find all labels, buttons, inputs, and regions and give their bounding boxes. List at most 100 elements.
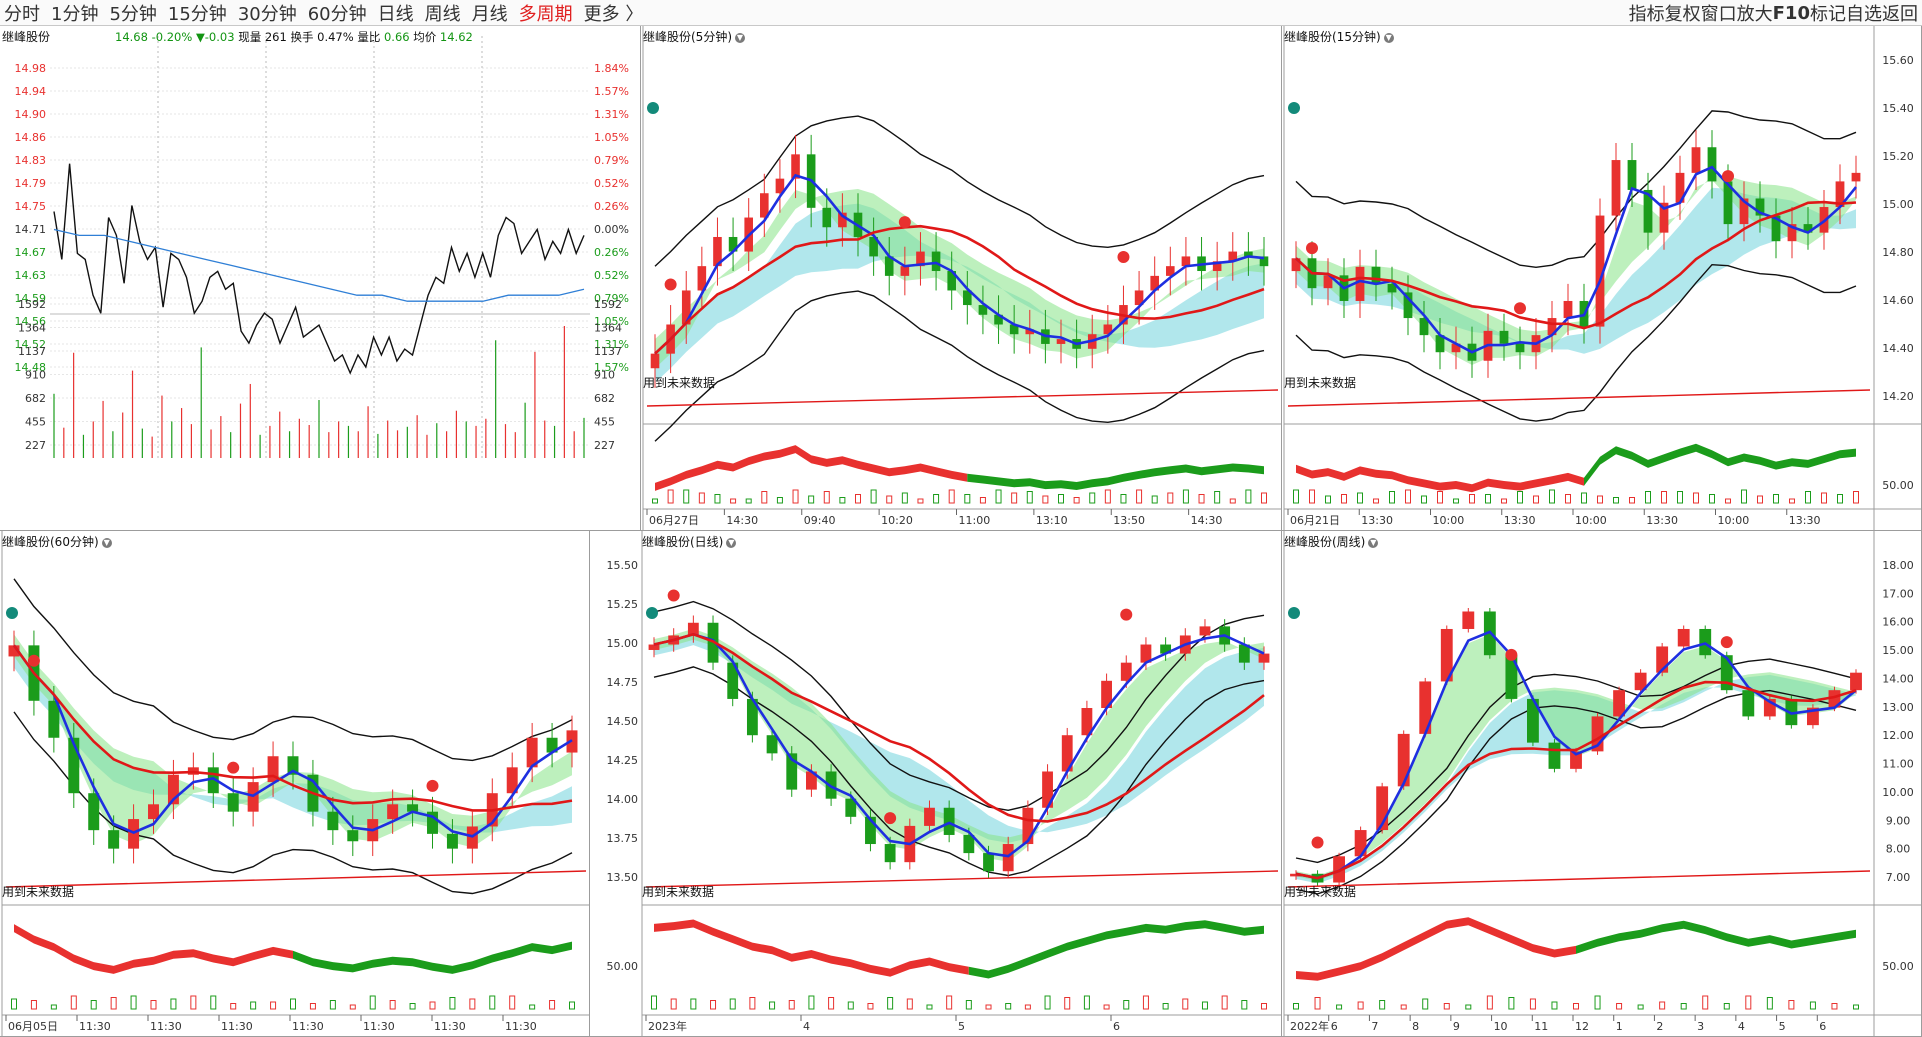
candle-body [687,622,699,636]
tab-daily[interactable]: 日线 [377,4,414,25]
tab-monthly[interactable]: 月线 [471,4,508,25]
candle-body [1763,698,1776,717]
indicator-histogram-bar [1594,995,1601,1010]
indicator-histogram-bar [1469,494,1475,504]
timeshare-panel[interactable]: 继峰股份 14.68 -0.20% ▼-0.03 现量 261 换手 0.47%… [0,26,641,531]
tab-multi-period[interactable]: 多周期 [518,4,573,25]
adjust-button[interactable]: 复权 [1664,4,1701,25]
signal-marker-icon [1505,648,1518,661]
candle-body [287,756,299,775]
indicator-histogram-bar [917,498,924,504]
tab-15min[interactable]: 15分钟 [167,4,227,25]
indicator-histogram-bar [965,1000,972,1010]
long-ma-line [1287,389,1871,407]
tab-60min[interactable]: 60分钟 [307,4,367,25]
chevron-down-icon[interactable]: ▼ [1383,32,1394,43]
indicator-histogram-bar [1229,498,1236,504]
candle-body [1419,681,1432,734]
bollinger-upper-line [1295,658,1857,864]
tab-30min[interactable]: 30分钟 [237,4,297,25]
volume-tick-label: 1592 [18,298,46,311]
f10-button[interactable]: F10 [1772,2,1810,24]
chevron-down-icon[interactable]: ▼ [101,537,112,548]
kline-weekly-panel[interactable]: 继峰股份(周线)▼ 用到未来数据 16.0015.5015.0014.5014.… [1282,531,1922,1037]
time-tick-label: 4 [1738,1020,1745,1033]
tab-5min[interactable]: 5分钟 [109,4,157,25]
period-toolbar: 分时 1分钟 5分钟 15分钟 30分钟 60分钟 日线 周线 月线 多周期 更… [0,0,1922,26]
back-button[interactable]: 返回 [1882,4,1918,25]
kline-60min-panel[interactable]: 继峰股份(60分钟) ▼ 用到未来数据 06月05日 11:30 11:30 11:30… [0,531,590,1037]
candle-body [1103,324,1113,335]
volume-tick-label: 455 [25,416,46,429]
candle-body [446,833,458,849]
indicator-histogram-bar [369,995,376,1010]
tab-more[interactable]: 更多 〉 [583,4,644,25]
indicator-histogram-bar [569,1001,575,1010]
time-tick-label: 4 [803,1020,810,1033]
indicator-histogram-bar [1533,495,1539,504]
indicator-histogram-bar [1837,494,1843,504]
bollinger-upper-line [13,578,573,762]
indicator-histogram-bar [1005,1003,1012,1010]
indicator-histogram-bar [1357,492,1363,504]
indicator-histogram-bar [828,997,835,1010]
indicator-histogram-bar [1142,995,1149,1010]
kline-5min-panel[interactable]: 继峰股份(5分钟) ▼ 用到未来数据 06月27日 14:30 09:40 10:20 1… [641,26,1282,531]
candle-body [775,178,785,194]
panel-daily-title: 继峰股份(日线) ▼ [642,533,737,550]
indicator-histogram-bar [70,995,77,1010]
indicator-histogram-bar [1357,1001,1364,1010]
chevron-down-icon[interactable]: ▼ [1368,537,1379,548]
indicator-histogram-bar [1389,491,1395,504]
indicator-histogram-bar [210,995,217,1010]
time-tick-label: 7 [1371,1020,1378,1033]
watchlist-button[interactable]: 自选 [1846,4,1882,25]
long-ma-line [646,389,1279,407]
time-tick-label: 12 [1575,1020,1589,1033]
tab-timeshare[interactable]: 分时 [4,4,40,25]
indicator-histogram-bar [1853,1004,1859,1010]
indicator-band-green [1296,175,1856,365]
indicator-histogram-bar [1089,492,1096,504]
signal-marker-icon [27,654,40,667]
kline-daily-panel[interactable]: 继峰股份(日线) ▼ 用到未来数据 15.50 15.25 15.00 14.75 14.… [590,531,1282,1037]
tab-weekly[interactable]: 周线 [424,4,461,25]
price-line [53,163,585,375]
candle-body [1547,318,1557,336]
tab-1min[interactable]: 1分钟 [51,4,99,25]
candle-body [1611,160,1621,216]
indicator-histogram-bar [1465,1004,1472,1010]
candle-body [1387,283,1397,293]
time-tick-label: 06月05日 [8,1020,58,1033]
change-pct-value: -0.20% [151,30,193,44]
indicator-histogram-bar [1024,1004,1031,1010]
price-tick-label: 14.56 [15,315,47,328]
candle-body [1376,786,1389,831]
candle-body [1563,300,1573,319]
panel-60min-title: 继峰股份(60分钟) ▼ [2,533,112,550]
candle-body [1505,655,1518,699]
time-tick-label: 2 [1656,1020,1663,1033]
indicator-histogram-bar [1573,1003,1579,1010]
candle-body [1397,733,1410,787]
kline-15min-panel[interactable]: 继峰股份(15分钟)▼ 用到未来数据 15.6015.5015.4015.301… [1282,26,1922,531]
zoom-button[interactable]: 放大 [1736,4,1773,25]
panel-5min-title-text: 继峰股份(5分钟) [643,30,732,44]
time-tick-label: 9 [1453,1020,1460,1033]
future-data-label: 用到未来数据 [1284,376,1357,390]
price-tick-label-right: 15.60 [1882,54,1914,67]
time-tick-label: 11:30 [434,1020,466,1033]
indicator-histogram-bar [1529,998,1536,1010]
chevron-down-icon[interactable]: ▼ [735,32,745,43]
price-tick-label: 15.00 [607,637,639,650]
mark-button[interactable]: 标记 [1810,4,1846,25]
indicator-button[interactable]: 指标 [1628,4,1665,25]
candle-body [48,700,60,738]
candle-body [1228,251,1238,262]
candle-body [1323,275,1333,289]
price-tick-label-right: 14.80 [1882,246,1914,259]
chevron-down-icon[interactable]: ▼ [726,537,737,548]
candle-body [68,737,80,794]
window-button[interactable]: 窗口 [1700,4,1737,25]
time-tick-label: 09:40 [804,514,836,527]
